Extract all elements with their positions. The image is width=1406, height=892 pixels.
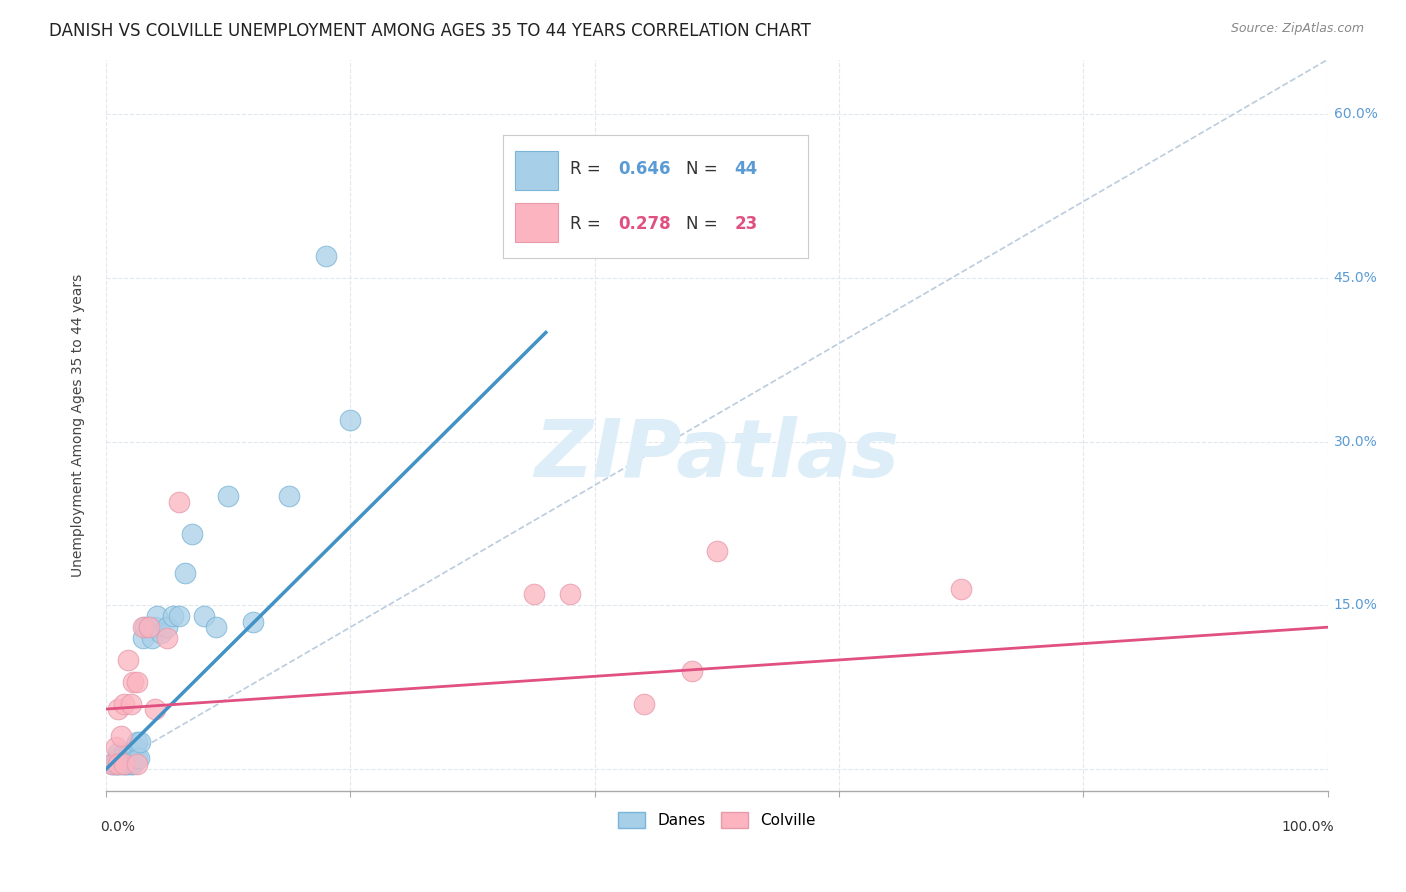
Point xyxy=(104,740,127,755)
Text: R =: R = xyxy=(569,161,606,178)
Text: 0.0%: 0.0% xyxy=(100,820,135,834)
Point xyxy=(633,697,655,711)
Point xyxy=(124,740,146,755)
Point xyxy=(128,751,150,765)
Point xyxy=(141,631,163,645)
Point xyxy=(132,631,155,645)
Text: R =: R = xyxy=(569,215,606,233)
Point xyxy=(146,609,169,624)
Text: 100.0%: 100.0% xyxy=(1281,820,1334,834)
Point xyxy=(107,702,129,716)
Text: 30.0%: 30.0% xyxy=(1334,434,1378,449)
Point xyxy=(104,756,127,771)
Point xyxy=(125,751,148,765)
Point xyxy=(129,735,152,749)
Point xyxy=(560,587,582,601)
Point xyxy=(110,730,132,744)
Point xyxy=(112,697,135,711)
Point xyxy=(107,756,129,771)
Point xyxy=(180,527,202,541)
Point xyxy=(112,756,135,771)
Point xyxy=(125,674,148,689)
Point xyxy=(681,664,703,678)
Point xyxy=(112,756,135,771)
Text: N =: N = xyxy=(686,161,723,178)
Point xyxy=(143,702,166,716)
Point xyxy=(138,620,160,634)
Point xyxy=(156,631,179,645)
Text: Source: ZipAtlas.com: Source: ZipAtlas.com xyxy=(1230,22,1364,36)
Text: 0.646: 0.646 xyxy=(619,161,671,178)
Point xyxy=(107,746,129,760)
Point xyxy=(115,751,138,765)
Point xyxy=(107,751,129,765)
Point xyxy=(104,756,127,771)
Point xyxy=(205,620,228,634)
Bar xyxy=(515,151,558,190)
Point xyxy=(217,489,239,503)
Text: 45.0%: 45.0% xyxy=(1334,271,1378,285)
Bar xyxy=(515,202,558,242)
Point xyxy=(134,620,156,634)
Text: 60.0%: 60.0% xyxy=(1334,107,1378,121)
Point xyxy=(169,494,191,508)
Point xyxy=(122,746,145,760)
Point xyxy=(193,609,215,624)
Point xyxy=(143,620,166,634)
Text: N =: N = xyxy=(686,215,723,233)
Point xyxy=(110,756,132,771)
Point xyxy=(101,756,124,771)
Point xyxy=(112,746,135,760)
Point xyxy=(174,566,197,580)
Point xyxy=(122,756,145,771)
Point xyxy=(117,653,139,667)
Point xyxy=(120,697,142,711)
Y-axis label: Unemployment Among Ages 35 to 44 years: Unemployment Among Ages 35 to 44 years xyxy=(72,274,86,577)
Point xyxy=(117,756,139,771)
Point xyxy=(278,489,301,503)
Point xyxy=(121,751,143,765)
Point xyxy=(117,751,139,765)
Point xyxy=(125,756,148,771)
Point xyxy=(120,756,142,771)
Text: 44: 44 xyxy=(734,161,758,178)
Point xyxy=(101,756,124,771)
Point xyxy=(125,735,148,749)
Point xyxy=(156,620,179,634)
Point xyxy=(111,751,134,765)
Point xyxy=(950,582,973,596)
Point xyxy=(132,620,155,634)
Text: 23: 23 xyxy=(734,215,758,233)
Legend: Danes, Colville: Danes, Colville xyxy=(612,806,823,835)
Point xyxy=(523,587,546,601)
Point xyxy=(138,620,160,634)
Point xyxy=(242,615,264,629)
Text: 15.0%: 15.0% xyxy=(1334,599,1378,613)
Point xyxy=(150,625,173,640)
Point xyxy=(107,756,129,771)
Text: 0.278: 0.278 xyxy=(619,215,671,233)
Point xyxy=(114,756,136,771)
Point xyxy=(112,751,135,765)
Point xyxy=(118,746,141,760)
Point xyxy=(122,674,145,689)
Point xyxy=(162,609,184,624)
Text: ZIPatlas: ZIPatlas xyxy=(534,416,900,493)
Point xyxy=(315,249,337,263)
Point xyxy=(706,543,728,558)
Point xyxy=(169,609,191,624)
Point xyxy=(339,413,361,427)
Text: DANISH VS COLVILLE UNEMPLOYMENT AMONG AGES 35 TO 44 YEARS CORRELATION CHART: DANISH VS COLVILLE UNEMPLOYMENT AMONG AG… xyxy=(49,22,811,40)
